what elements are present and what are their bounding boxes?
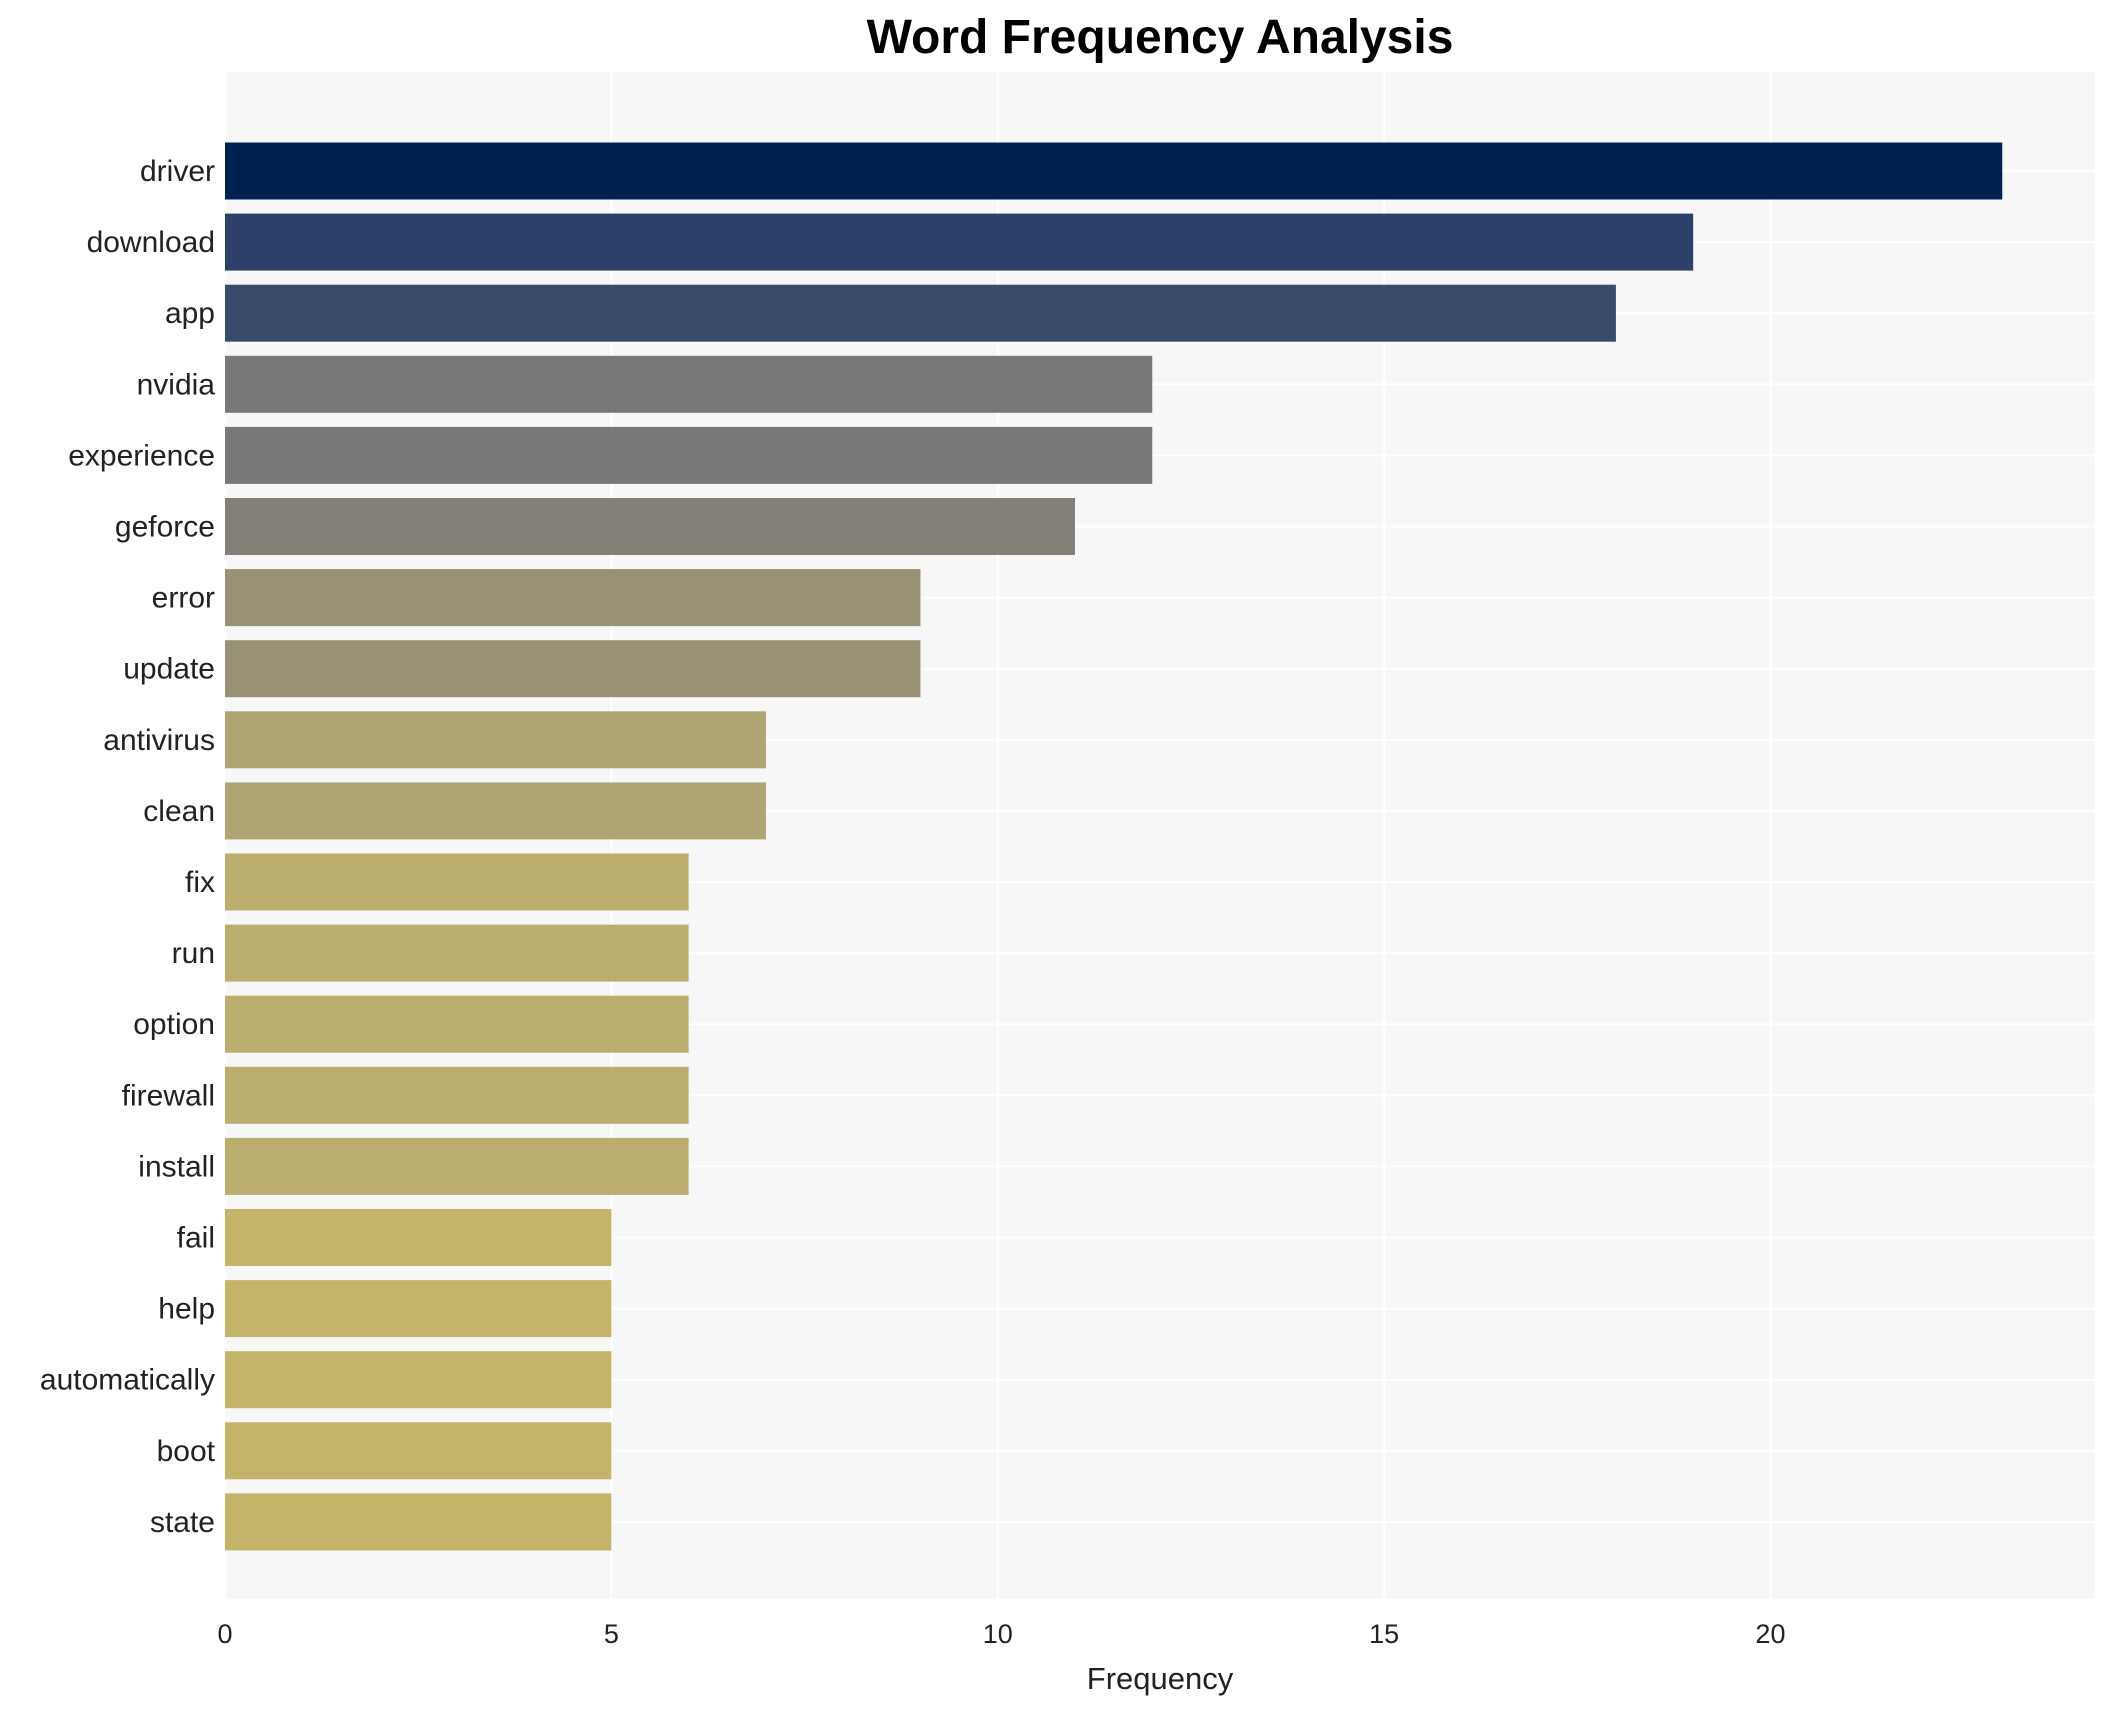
y-tick-label: automatically <box>40 1364 215 1397</box>
bar-experience <box>225 426 1153 484</box>
y-tick-label: update <box>123 653 215 686</box>
bar-download <box>225 213 1694 271</box>
bar-install <box>225 1137 689 1195</box>
bar-fix <box>225 853 689 911</box>
bar-help <box>225 1280 612 1338</box>
y-tick-label: geforce <box>115 511 215 544</box>
x-tick-label: 0 <box>217 1619 232 1649</box>
bar-antivirus <box>225 711 766 769</box>
x-tick-label: 10 <box>983 1619 1013 1649</box>
y-tick-label: clean <box>143 795 215 828</box>
x-tick-label: 15 <box>1369 1619 1399 1649</box>
y-tick-label: fail <box>177 1222 215 1255</box>
y-tick-label: download <box>87 226 215 259</box>
bar-state <box>225 1493 612 1551</box>
bar-boot <box>225 1422 612 1480</box>
x-axis-label: Frequency <box>1087 1661 1234 1696</box>
bar-clean <box>225 782 766 840</box>
bar-option <box>225 995 689 1053</box>
bar-error <box>225 569 921 627</box>
bar-automatically <box>225 1351 612 1409</box>
y-tick-label: firewall <box>122 1079 215 1112</box>
y-tick-label: install <box>138 1150 215 1183</box>
y-tick-label: nvidia <box>137 368 216 401</box>
chart-title: Word Frequency Analysis <box>866 11 1454 64</box>
y-tick-label: experience <box>68 439 215 472</box>
y-tick-label: error <box>152 582 215 615</box>
y-tick-label: run <box>172 937 215 970</box>
x-tick-label: 20 <box>1755 1619 1785 1649</box>
bar-nvidia <box>225 355 1153 413</box>
y-tick-label: option <box>133 1008 215 1041</box>
x-tick-label: 5 <box>604 1619 619 1649</box>
y-tick-label: driver <box>140 155 215 188</box>
y-tick-label: boot <box>157 1435 216 1468</box>
bar-geforce <box>225 498 1075 555</box>
bar-update <box>225 640 921 698</box>
y-tick-label: help <box>158 1293 215 1326</box>
bar-fail <box>225 1209 612 1266</box>
y-tick-label: state <box>150 1506 215 1539</box>
y-tick-label: app <box>165 297 215 330</box>
y-tick-label: fix <box>185 866 215 899</box>
bar-firewall <box>225 1066 689 1124</box>
bar-app <box>225 284 1616 342</box>
bar-run <box>225 924 689 982</box>
y-tick-label: antivirus <box>103 724 215 757</box>
bar-driver <box>225 142 2003 200</box>
